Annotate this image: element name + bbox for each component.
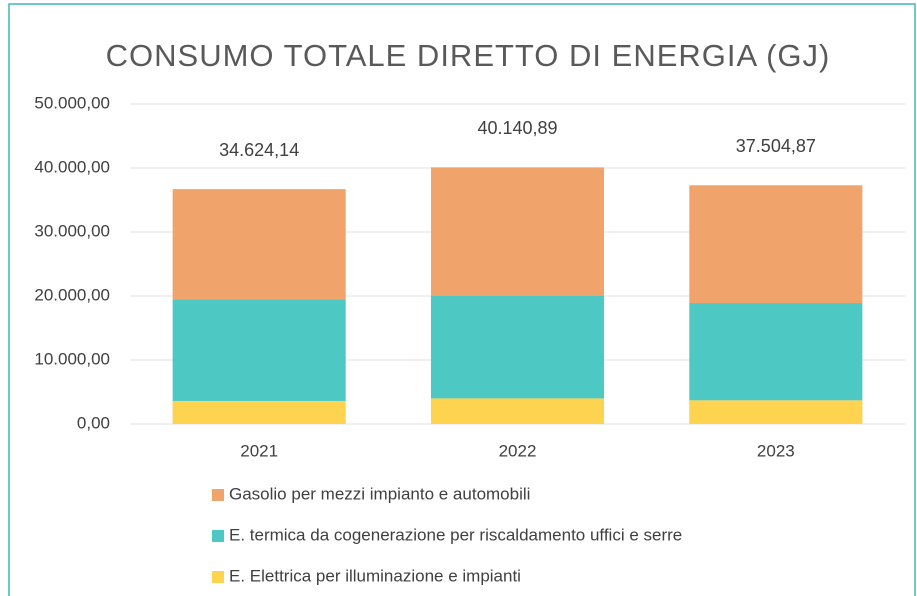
- y-tick-label: 10.000,00: [34, 349, 110, 368]
- bar-segment: [689, 303, 863, 401]
- total-label: 40.140,89: [477, 118, 557, 138]
- y-tick-label: 40.000,00: [34, 157, 110, 176]
- chart-title: CONSUMO TOTALE DIRETTO DI ENERGIA (GJ): [106, 38, 831, 73]
- y-tick-label: 20.000,00: [34, 285, 110, 304]
- bar-segment: [430, 296, 605, 399]
- bar-segment: [172, 400, 346, 424]
- bar-segment: [689, 400, 863, 424]
- bar-segment: [172, 299, 346, 401]
- legend-label: E. Elettrica per illuminazione e impiant…: [229, 566, 521, 585]
- y-tick-label: 50.000,00: [34, 93, 110, 112]
- bar-segment: [172, 189, 346, 300]
- legend-label: Gasolio per mezzi impianto e automobili: [229, 484, 530, 503]
- legend-swatch: [212, 530, 224, 542]
- bar-segment: [689, 185, 863, 304]
- legend-swatch: [212, 571, 224, 583]
- legend-swatch: [212, 489, 224, 501]
- chart-border: [8, 3, 916, 596]
- x-tick-label: 2021: [240, 441, 278, 460]
- y-tick-label: 30.000,00: [34, 221, 110, 240]
- total-label: 34.624,14: [219, 140, 299, 160]
- bar-segment: [430, 398, 605, 424]
- x-tick-label: 2023: [757, 441, 795, 460]
- legend-label: E. termica da cogenerazione per riscalda…: [229, 525, 682, 544]
- y-tick-label: 0,00: [77, 413, 110, 432]
- x-tick-label: 2022: [499, 441, 537, 460]
- bar-segment: [430, 167, 605, 296]
- total-label: 37.504,87: [736, 136, 816, 156]
